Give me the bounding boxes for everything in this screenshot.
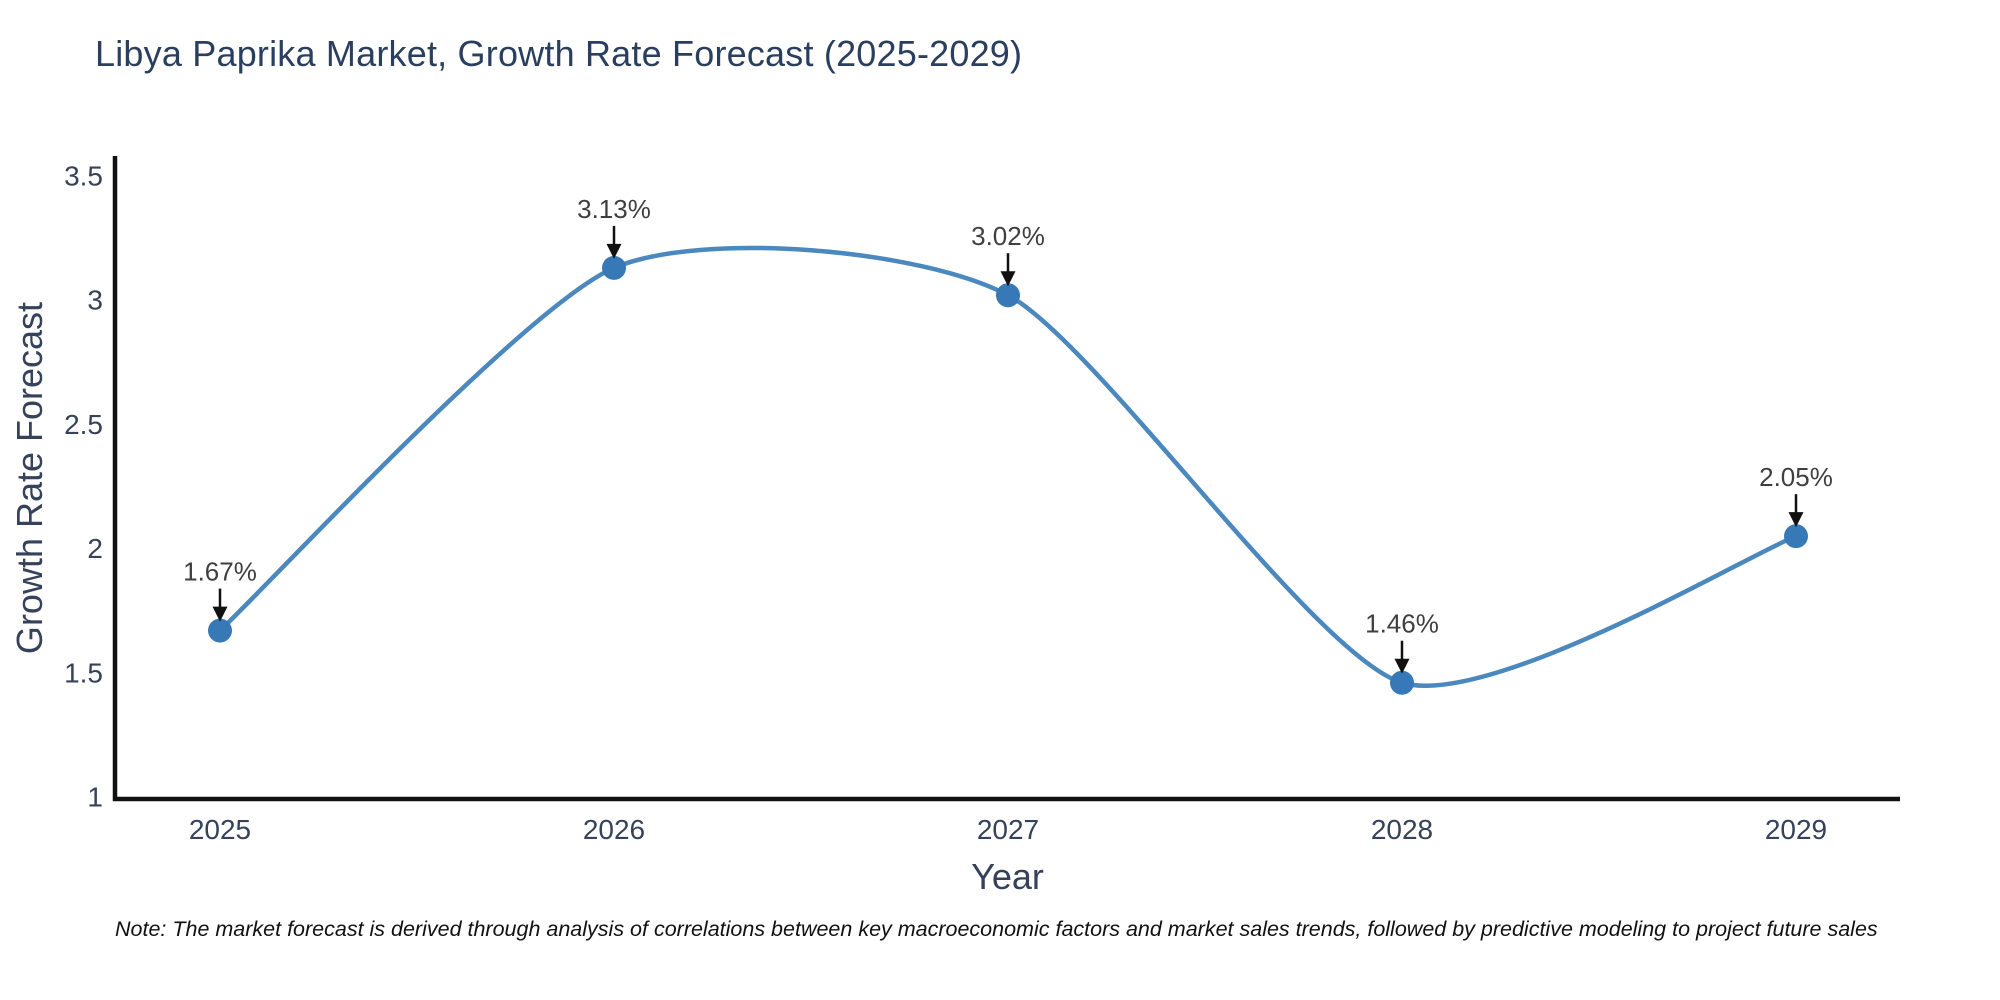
annotation-arrowhead-icon — [1000, 271, 1016, 287]
x-tick-label: 2026 — [583, 814, 645, 845]
annotation-arrowhead-icon — [606, 243, 622, 259]
chart-title: Libya Paprika Market, Growth Rate Foreca… — [95, 33, 1023, 74]
y-tick-label: 3.5 — [64, 161, 103, 192]
x-axis-title: Year — [971, 856, 1044, 897]
data-point-marker — [602, 255, 626, 280]
y-tick-label: 2.5 — [64, 409, 103, 440]
point-annotation: 1.67% — [183, 557, 257, 622]
point-annotation: 1.46% — [1365, 609, 1439, 674]
point-annotation-label: 1.46% — [1365, 609, 1439, 639]
point-annotation: 3.02% — [971, 221, 1045, 287]
point-annotation-label: 3.02% — [971, 221, 1045, 251]
point-annotation-label: 3.13% — [577, 194, 651, 224]
data-point-marker — [208, 618, 232, 643]
annotation-arrowhead-icon — [1788, 512, 1804, 528]
point-annotation: 3.13% — [577, 194, 651, 259]
y-tick-label: 1.5 — [64, 657, 103, 688]
y-tick-label: 1 — [87, 782, 103, 813]
point-annotation: 2.05% — [1759, 462, 1833, 528]
data-point-marker — [1784, 524, 1808, 549]
data-point-marker — [1390, 670, 1414, 695]
point-annotation-label: 2.05% — [1759, 462, 1833, 492]
annotation-arrowhead-icon — [1394, 658, 1410, 674]
point-annotation-label: 1.67% — [183, 557, 257, 587]
x-tick-label: 2029 — [1765, 814, 1827, 845]
x-tick-label: 2028 — [1371, 814, 1433, 845]
forecast-line — [217, 245, 1799, 688]
axis-spines — [112, 156, 1900, 802]
y-tick-label: 3 — [87, 285, 103, 316]
x-tick-label: 2025 — [189, 814, 251, 845]
footnote: Note: The market forecast is derived thr… — [115, 917, 1878, 941]
annotation-arrowhead-icon — [212, 606, 228, 622]
x-tick-label: 2027 — [977, 814, 1039, 845]
y-tick-label: 2 — [87, 533, 103, 564]
data-point-marker — [996, 283, 1020, 308]
